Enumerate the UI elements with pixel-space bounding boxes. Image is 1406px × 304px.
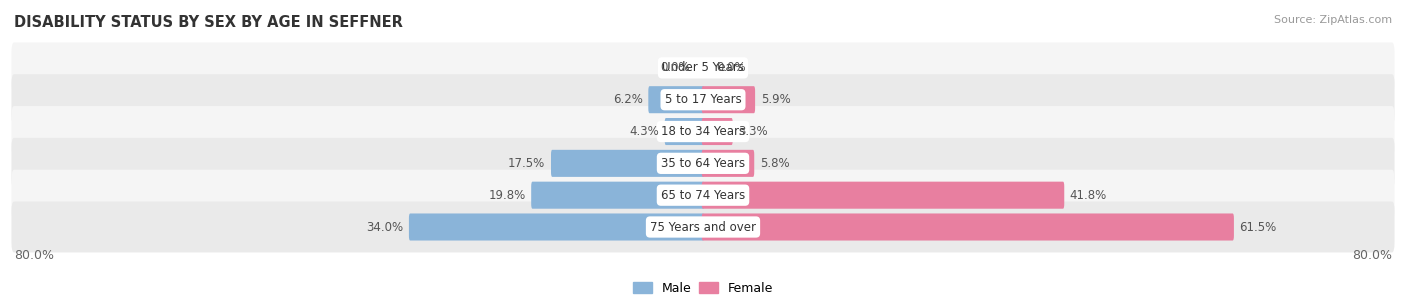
Text: 80.0%: 80.0% (14, 249, 53, 262)
Text: 3.3%: 3.3% (738, 125, 768, 138)
FancyBboxPatch shape (11, 106, 1395, 157)
FancyBboxPatch shape (11, 43, 1395, 93)
FancyBboxPatch shape (665, 118, 704, 145)
FancyBboxPatch shape (551, 150, 704, 177)
FancyBboxPatch shape (702, 86, 755, 113)
Text: 34.0%: 34.0% (366, 220, 404, 233)
FancyBboxPatch shape (409, 213, 704, 240)
FancyBboxPatch shape (702, 118, 733, 145)
Text: 41.8%: 41.8% (1070, 189, 1107, 202)
Text: 0.0%: 0.0% (716, 61, 745, 74)
Text: 6.2%: 6.2% (613, 93, 643, 106)
FancyBboxPatch shape (11, 138, 1395, 189)
Text: 18 to 34 Years: 18 to 34 Years (661, 125, 745, 138)
Text: 75 Years and over: 75 Years and over (650, 220, 756, 233)
Text: 17.5%: 17.5% (508, 157, 546, 170)
FancyBboxPatch shape (11, 74, 1395, 125)
FancyBboxPatch shape (11, 170, 1395, 221)
FancyBboxPatch shape (702, 150, 754, 177)
Text: Source: ZipAtlas.com: Source: ZipAtlas.com (1274, 15, 1392, 25)
Text: 5 to 17 Years: 5 to 17 Years (665, 93, 741, 106)
Text: Under 5 Years: Under 5 Years (662, 61, 744, 74)
FancyBboxPatch shape (648, 86, 704, 113)
Text: 65 to 74 Years: 65 to 74 Years (661, 189, 745, 202)
Legend: Male, Female: Male, Female (628, 277, 778, 300)
Text: 4.3%: 4.3% (630, 125, 659, 138)
Text: 35 to 64 Years: 35 to 64 Years (661, 157, 745, 170)
FancyBboxPatch shape (11, 202, 1395, 252)
Text: 5.8%: 5.8% (759, 157, 789, 170)
Text: 61.5%: 61.5% (1240, 220, 1277, 233)
FancyBboxPatch shape (702, 213, 1234, 240)
Text: 0.0%: 0.0% (661, 61, 690, 74)
Text: 19.8%: 19.8% (488, 189, 526, 202)
Text: DISABILITY STATUS BY SEX BY AGE IN SEFFNER: DISABILITY STATUS BY SEX BY AGE IN SEFFN… (14, 15, 404, 30)
Text: 5.9%: 5.9% (761, 93, 790, 106)
Text: 80.0%: 80.0% (1353, 249, 1392, 262)
FancyBboxPatch shape (702, 182, 1064, 209)
FancyBboxPatch shape (531, 182, 704, 209)
